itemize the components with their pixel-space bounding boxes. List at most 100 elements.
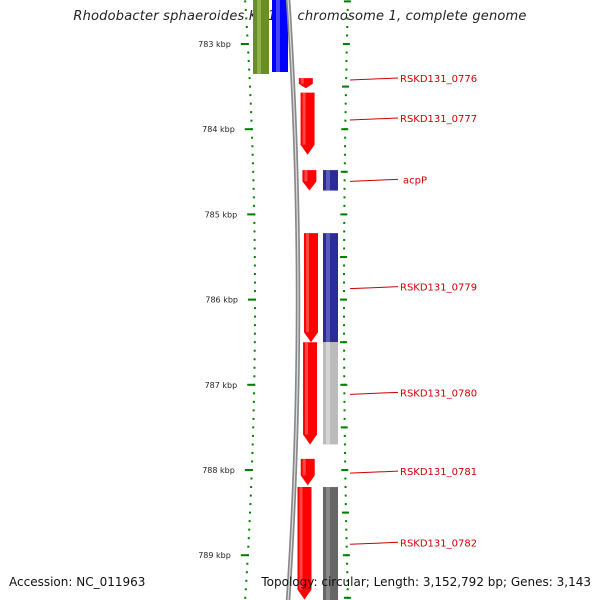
minor-tick-left <box>244 588 247 591</box>
right-tick <box>341 128 349 131</box>
minor-tick-left <box>244 596 247 599</box>
minor-tick-left <box>250 486 253 489</box>
minor-tick-right <box>346 17 349 20</box>
minor-tick-right <box>343 290 346 293</box>
minor-tick-right <box>346 588 349 591</box>
gene-label: RSKD131_0781 <box>400 467 477 478</box>
gene-arrow-shade <box>302 458 306 476</box>
minor-tick-left <box>248 77 251 80</box>
minor-tick-left <box>249 102 252 105</box>
minor-tick-left <box>253 221 256 224</box>
minor-tick-left <box>252 179 255 182</box>
minor-tick-left <box>252 426 255 429</box>
minor-tick-left <box>253 375 256 378</box>
minor-tick-left <box>253 204 256 207</box>
right-tick <box>340 383 348 386</box>
minor-tick-right <box>343 392 346 395</box>
minor-tick-right <box>345 537 348 540</box>
major-tick <box>247 383 256 386</box>
minor-tick-right <box>345 77 348 80</box>
minor-tick-right <box>346 8 349 11</box>
minor-tick-left <box>253 358 256 361</box>
gene-features <box>297 78 318 600</box>
right-tick <box>340 170 348 173</box>
minor-tick-left <box>251 153 254 156</box>
minor-tick-right <box>344 94 347 97</box>
minor-tick-left <box>251 443 254 446</box>
minor-tick-right <box>343 162 346 165</box>
gray-feature-block-shade <box>326 342 330 445</box>
minor-tick-right <box>346 25 349 28</box>
minor-tick-left <box>252 417 255 420</box>
minor-tick-left <box>246 562 249 565</box>
scale-label: 787 kbp <box>205 381 238 390</box>
dark-gray-feature-block-shade <box>326 487 330 600</box>
minor-tick-right <box>343 264 346 267</box>
right-tick <box>340 256 348 258</box>
minor-tick-left <box>251 136 254 139</box>
right-tick <box>342 554 350 557</box>
label-connector <box>349 117 399 121</box>
minor-tick-left <box>246 34 249 37</box>
minor-tick-right <box>344 486 347 489</box>
minor-tick-left <box>245 17 248 20</box>
gene-arrow-shade <box>305 342 309 435</box>
minor-tick-right <box>344 145 347 148</box>
minor-tick-left <box>253 392 256 395</box>
minor-tick-left <box>253 281 256 284</box>
minor-tick-right <box>344 111 347 114</box>
backbone <box>285 0 301 600</box>
minor-tick-left <box>249 494 252 497</box>
accession-text: Accession: NC_011963 <box>9 575 146 589</box>
minor-tick-right <box>344 451 347 454</box>
right-feature-tracks <box>323 170 338 600</box>
minor-tick-right <box>344 460 347 463</box>
minor-tick-left <box>253 315 256 318</box>
gene-arrow-shade <box>302 92 306 145</box>
minor-tick-left <box>253 349 256 352</box>
gene-label: RSKD131_0782 <box>400 538 477 549</box>
label-connector <box>349 77 399 81</box>
major-tick <box>244 128 253 131</box>
gene-arrow-shade <box>300 78 304 84</box>
right-tick <box>342 43 350 45</box>
minor-tick-left <box>253 256 256 258</box>
scale-label: 784 kbp <box>202 125 235 134</box>
right-tick <box>341 469 349 471</box>
right-tick <box>340 298 347 301</box>
backbone-highlight <box>287 0 299 600</box>
minor-tick-right <box>343 281 346 284</box>
minor-tick-left <box>253 238 256 241</box>
gene-label: RSKD131_0780 <box>400 388 477 399</box>
minor-tick-left <box>249 503 252 506</box>
gray-feature-block <box>323 342 338 445</box>
scale-label: 785 kbp <box>205 210 238 219</box>
major-tick <box>247 213 256 216</box>
minor-tick-left <box>245 571 248 574</box>
minor-tick-right <box>343 273 346 276</box>
minor-tick-left <box>250 477 253 480</box>
minor-tick-right <box>346 579 349 582</box>
minor-tick-right <box>343 366 346 369</box>
minor-tick-right <box>343 204 346 207</box>
scale-label: 788 kbp <box>202 466 235 475</box>
minor-tick-right <box>343 179 346 182</box>
navy-feature-block-shade <box>326 233 330 343</box>
minor-tick-left <box>244 8 247 11</box>
minor-tick-left <box>248 528 251 531</box>
minor-tick-left <box>253 230 256 233</box>
minor-tick-left <box>252 187 255 190</box>
minor-tick-right <box>345 60 348 63</box>
minor-tick-left <box>250 119 253 122</box>
minor-tick-right <box>343 315 346 318</box>
minor-tick-left <box>250 111 253 114</box>
minor-tick-right <box>346 34 349 37</box>
minor-tick-right <box>345 545 348 548</box>
scale-label: 786 kbp <box>205 296 238 305</box>
minor-tick-left <box>251 434 254 437</box>
gene-arrow-shade <box>305 233 309 333</box>
right-tick <box>341 511 349 514</box>
minor-tick-right <box>343 443 346 446</box>
minor-tick-left <box>251 162 254 165</box>
